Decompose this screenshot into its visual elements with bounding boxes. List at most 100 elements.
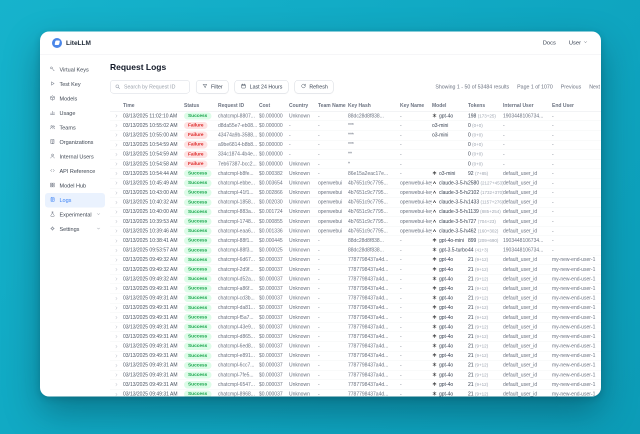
row-expand-chevron[interactable]: [110, 229, 123, 234]
table-row[interactable]: 03/13/2025 09:49:32 AM Success chatcmpl-6d…: [110, 255, 601, 265]
table-row[interactable]: 03/13/2025 10:55:02 AM Failure d8da55e7-eb…: [110, 121, 601, 131]
row-expand-chevron[interactable]: [110, 219, 123, 224]
table-row[interactable]: 03/13/2025 10:54:59 AM Failure 334c1874-4b…: [110, 150, 601, 160]
row-expand-chevron[interactable]: [110, 363, 123, 368]
table-row[interactable]: 03/13/2025 10:39:53 AM Success chatcmpl-17…: [110, 217, 601, 227]
row-expand-chevron[interactable]: [110, 382, 123, 387]
table-row[interactable]: 03/13/2025 09:49:32 AM Success chatcmpl-d5…: [110, 275, 601, 285]
cell-internal-user: default_user_id: [503, 276, 538, 282]
table-row[interactable]: 03/13/2025 09:49:31 AM Success chatcmpl-6c…: [110, 361, 601, 371]
table-row[interactable]: 03/13/2025 09:49:31 AM Success chatcmpl-d8…: [110, 332, 601, 342]
cell-internal-user: -: [503, 161, 505, 167]
cell-model-name: gpt-4o: [439, 391, 454, 397]
cell-status: Success: [184, 371, 218, 379]
sidebar-item-virtual-keys[interactable]: Virtual Keys: [45, 63, 105, 78]
table-row[interactable]: 03/13/2025 09:49:31 AM Success chatcmpl-da…: [110, 303, 601, 313]
table-row[interactable]: 03/13/2025 09:49:32 AM Success chatcmpl-2d…: [110, 265, 601, 275]
sidebar-item-internal-users[interactable]: Internal Users: [45, 150, 105, 165]
refresh-button[interactable]: Refresh: [294, 80, 334, 94]
row-expand-chevron[interactable]: [110, 344, 123, 349]
row-expand-chevron[interactable]: [110, 152, 123, 157]
cell-model: gpt-4o: [432, 372, 468, 379]
row-expand-chevron[interactable]: [110, 248, 123, 253]
row-expand-chevron[interactable]: [110, 114, 123, 119]
sidebar-item-teams[interactable]: Teams: [45, 121, 105, 136]
row-expand-chevron[interactable]: [110, 142, 123, 147]
cell-model: claude-3-5-hai...: [432, 199, 468, 206]
sidebar-item-test-key[interactable]: Test Key: [45, 77, 105, 92]
sidebar-item-experimental[interactable]: Experimental: [45, 208, 105, 223]
table-row[interactable]: 03/13/2025 09:49:31 AM Success chatcmpl-f5…: [110, 313, 601, 323]
previous-page-button[interactable]: Previous: [560, 83, 582, 90]
row-expand-chevron[interactable]: [110, 315, 123, 320]
table-row[interactable]: 03/13/2025 09:53:57 AM Success chatcmpl-88…: [110, 246, 601, 256]
cell-end-user: -: [552, 161, 554, 167]
table-row[interactable]: 03/13/2025 10:40:00 AM Success chatcmpl-88…: [110, 207, 601, 218]
cell-model: gpt-4o: [432, 266, 468, 273]
table-row[interactable]: 03/13/2025 10:54:59 AM Failure a9be6814-b8…: [110, 140, 601, 150]
row-expand-chevron[interactable]: [110, 190, 123, 195]
cell-time: 03/13/2025 09:49:31 AM: [123, 343, 178, 350]
row-expand-chevron[interactable]: [110, 334, 123, 339]
cell-model-name: claude-3-5-hai...: [439, 228, 468, 234]
cell-model: gpt-4o: [432, 285, 468, 292]
row-expand-chevron[interactable]: [110, 296, 123, 301]
sidebar-item-usage[interactable]: Usage: [45, 106, 105, 121]
row-expand-chevron[interactable]: [110, 286, 123, 291]
cell-status: Success: [184, 208, 218, 216]
table-row[interactable]: 03/13/2025 10:38:41 AM Success chatcmpl-88…: [110, 236, 601, 246]
row-expand-chevron[interactable]: [110, 277, 123, 282]
cell-team-name: -: [318, 285, 320, 292]
cell-cost: $0.000037: [259, 324, 283, 330]
cell-model: gpt-4o: [432, 295, 468, 302]
table-row[interactable]: 03/13/2025 09:49:31 AM Success chatcmpl-6e…: [110, 342, 601, 352]
row-expand-chevron[interactable]: [110, 133, 123, 138]
table-row[interactable]: 03/13/2025 11:02:10 AM Success chatcmpl-88…: [110, 112, 601, 122]
table-row[interactable]: 03/13/2025 10:43:00 AM Success chatcmpl-41…: [110, 188, 601, 198]
row-expand-chevron[interactable]: [110, 209, 123, 214]
row-expand-chevron[interactable]: [110, 392, 123, 397]
time-range-button[interactable]: Last 24 Hours: [234, 80, 289, 94]
user-menu[interactable]: User: [569, 40, 588, 47]
search-input[interactable]: [110, 80, 190, 94]
row-expand-chevron[interactable]: [110, 373, 123, 378]
sidebar-item-models[interactable]: Models: [45, 92, 105, 107]
table-row[interactable]: 03/13/2025 10:40:32 AM Success chatcmpl-18…: [110, 198, 601, 208]
row-expand-chevron[interactable]: [110, 162, 123, 167]
table-row[interactable]: 03/13/2025 09:49:31 AM Success chatcmpl-7f…: [110, 371, 601, 381]
cell-key-hash: ***: [348, 142, 354, 148]
table-row[interactable]: 03/13/2025 09:49:31 AM Success chatcmpl-a8…: [110, 284, 601, 294]
cell-key-name: -: [400, 238, 402, 244]
row-expand-chevron[interactable]: [110, 353, 123, 358]
sidebar-item-organizations[interactable]: Organizations: [45, 135, 105, 150]
sidebar-item-settings[interactable]: Settings: [45, 222, 105, 237]
table-row[interactable]: 03/13/2025 09:49:31 AM Success chatcmpl-89…: [110, 390, 601, 397]
row-expand-chevron[interactable]: [110, 200, 123, 205]
table-row[interactable]: 03/13/2025 10:45:49 AM Success chatcmpl-eb…: [110, 179, 601, 189]
table-row[interactable]: 03/13/2025 09:49:31 AM Success chatcmpl-43…: [110, 323, 601, 333]
table-row[interactable]: 03/13/2025 10:54:44 AM Success chatcmpl-b8…: [110, 169, 601, 179]
cell-request-id: chatcmpl-8807...: [218, 113, 255, 119]
row-expand-chevron[interactable]: [110, 123, 123, 128]
table-row[interactable]: 03/13/2025 10:54:58 AM Failure 7eb67387-bc…: [110, 159, 601, 170]
table-row[interactable]: 03/13/2025 09:49:31 AM Success chatcmpl-cd…: [110, 294, 601, 304]
table-row[interactable]: 03/13/2025 09:49:31 AM Success chatcmpl-e8…: [110, 351, 601, 361]
row-expand-chevron[interactable]: [110, 171, 123, 176]
row-expand-chevron[interactable]: [110, 305, 123, 310]
row-expand-chevron[interactable]: [110, 325, 123, 330]
row-expand-chevron[interactable]: [110, 257, 123, 262]
sidebar-item-api-reference[interactable]: API Reference: [45, 164, 105, 179]
cell-internal-user: -: [503, 151, 505, 158]
row-expand-chevron[interactable]: [110, 181, 123, 186]
next-page-button[interactable]: Next: [589, 83, 600, 90]
row-expand-chevron[interactable]: [110, 267, 123, 272]
docs-link[interactable]: Docs: [542, 39, 556, 46]
sidebar-item-model-hub[interactable]: Model Hub: [45, 179, 105, 194]
sidebar-item-label: Usage: [59, 110, 76, 117]
filter-button[interactable]: Filter: [196, 80, 229, 94]
row-expand-chevron[interactable]: [110, 238, 123, 243]
table-row[interactable]: 03/13/2025 10:55:00 AM Failure 43474a9b-35…: [110, 131, 601, 141]
table-row[interactable]: 03/13/2025 09:49:31 AM Success chatcmpl-65…: [110, 380, 601, 390]
table-row[interactable]: 03/13/2025 10:39:46 AM Success chatcmpl-ea…: [110, 227, 601, 237]
sidebar-item-logs[interactable]: Logs: [45, 193, 105, 208]
